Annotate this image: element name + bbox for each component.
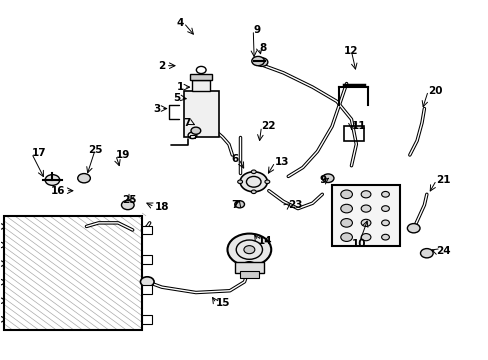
Circle shape [340,204,352,213]
Circle shape [361,234,370,241]
Circle shape [227,234,271,266]
Circle shape [191,127,201,134]
Text: 9: 9 [318,175,325,185]
Text: 18: 18 [154,202,169,212]
Bar [239,271,259,278]
Text: 8: 8 [259,43,266,53]
Circle shape [340,190,352,199]
Circle shape [251,190,256,194]
Text: 7: 7 [183,118,191,128]
Circle shape [256,58,267,66]
Circle shape [234,201,244,208]
Text: 17: 17 [31,148,46,158]
Circle shape [361,219,370,226]
Circle shape [196,66,205,73]
Bar [183,91,218,137]
Text: 13: 13 [275,157,289,167]
Text: 9: 9 [253,25,260,35]
Text: 5: 5 [173,93,180,103]
Text: 19: 19 [116,150,130,160]
Text: 6: 6 [231,154,238,163]
Bar [4,216,142,330]
Circle shape [251,57,264,66]
Circle shape [264,180,269,184]
Bar [192,80,209,91]
Text: 10: 10 [351,239,365,249]
Text: 20: 20 [427,86,442,96]
Text: 16: 16 [51,186,65,196]
Bar [142,285,152,294]
Circle shape [381,192,388,197]
Text: 14: 14 [258,236,272,246]
Circle shape [340,219,352,227]
Circle shape [361,191,370,198]
Bar [190,73,212,80]
Circle shape [78,174,90,183]
Text: 7: 7 [230,200,238,210]
Circle shape [381,220,388,226]
Circle shape [251,170,256,174]
Text: 15: 15 [216,298,230,308]
Bar [234,262,264,273]
Bar [190,135,195,138]
Text: 12: 12 [344,46,358,57]
Circle shape [381,234,388,240]
Text: 11: 11 [351,121,365,131]
Bar [142,226,152,234]
Circle shape [45,175,60,185]
Bar [142,256,152,264]
Bar [142,315,152,324]
Circle shape [237,180,242,184]
Text: 25: 25 [122,195,136,204]
Text: 2: 2 [158,61,165,71]
Circle shape [121,201,134,210]
Text: 3: 3 [153,104,161,113]
Circle shape [242,262,256,272]
Circle shape [322,174,333,183]
Circle shape [340,233,352,242]
Text: 23: 23 [287,200,302,210]
Bar [331,185,399,246]
Text: 1: 1 [176,82,183,92]
Circle shape [407,224,419,233]
Text: 24: 24 [436,247,450,256]
Text: 25: 25 [88,145,102,155]
Text: 21: 21 [436,175,450,185]
Bar [344,126,363,141]
Circle shape [244,246,254,254]
Text: 4: 4 [176,18,183,28]
Circle shape [361,205,370,212]
Circle shape [420,249,432,258]
Bar [4,216,142,330]
Circle shape [381,206,388,211]
Text: 22: 22 [261,121,275,131]
Circle shape [140,277,154,287]
Circle shape [240,172,267,192]
